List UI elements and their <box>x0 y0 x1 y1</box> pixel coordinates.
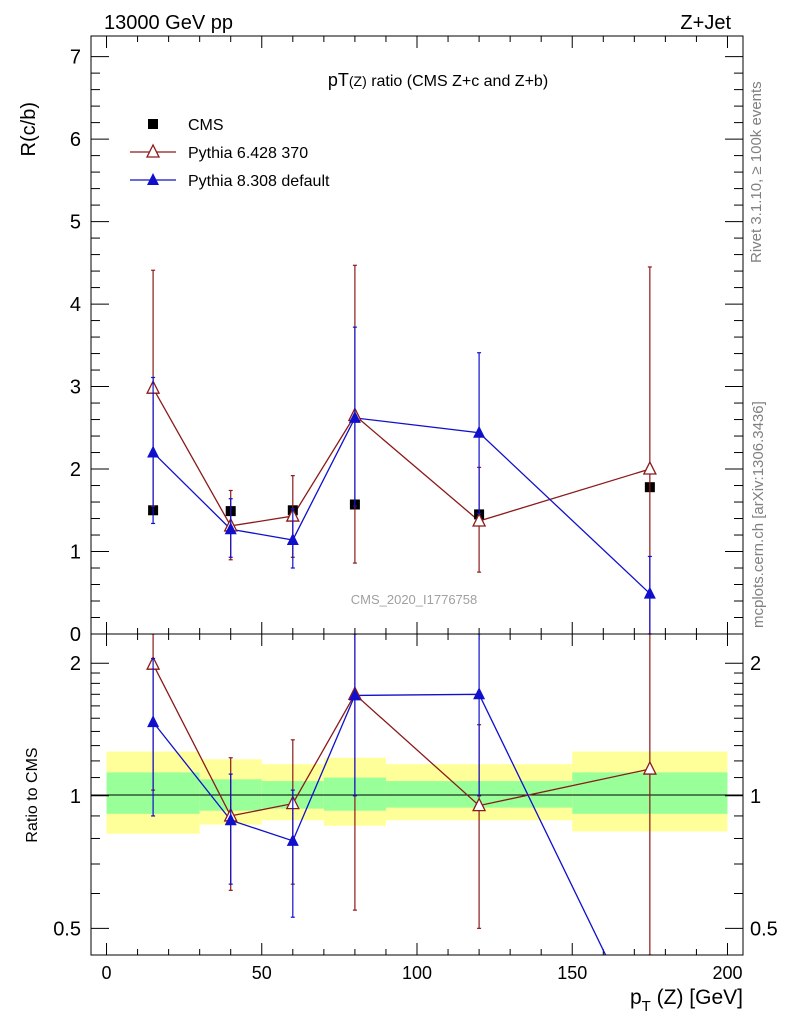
y-tick-label: 5 <box>70 212 81 234</box>
data-point-open-triangle <box>642 760 657 775</box>
ratio-y-tick-labels: 0.5 0.5 1 1 2 2 <box>53 653 778 940</box>
data-point-filled-triangle <box>147 715 160 728</box>
y-tick-label: 2 <box>70 653 81 675</box>
x-tick-label: 50 <box>252 963 272 983</box>
legend-entry: Pythia 6.428 370 <box>188 145 308 162</box>
y-tick-label-right: 2 <box>750 653 761 675</box>
data-point-open-triangle <box>145 143 161 158</box>
main-panel: 1 2 3 4 5 6 7 0 R(c/b) pT(Z) ratio (CMS Z+c and… <box>18 35 744 646</box>
data-point-open-triangle <box>642 460 657 475</box>
data-point-filled-triangle <box>147 173 159 185</box>
series-line <box>152 417 651 595</box>
data-point-filled-triangle <box>473 425 486 438</box>
main-y-axis-label: R(c/b) <box>18 102 40 156</box>
y-tick-label: 0.5 <box>53 918 81 940</box>
legend-entry: Pythia 8.308 default <box>188 173 330 190</box>
main-y-tick-labels: 1 2 3 4 5 6 7 0 <box>70 47 81 646</box>
data-point-filled-triangle <box>224 522 237 535</box>
main-axis-ticks <box>91 36 743 635</box>
data-point-filled-triangle <box>286 532 299 545</box>
y-tick-label: 2 <box>70 459 81 481</box>
x-axis-label: pT (Z) [GeV] <box>630 986 743 1015</box>
y-tick-label: 4 <box>70 294 81 316</box>
y-tick-label: 6 <box>70 129 81 151</box>
data-point-filled-triangle <box>348 688 361 701</box>
x-tick-label: 100 <box>402 963 432 983</box>
series-line <box>152 663 650 817</box>
y-tick-label-right: 1 <box>750 786 761 808</box>
mcplots-label: mcplots.cern.ch [arXiv:1306.3436] <box>750 401 767 628</box>
process-label: Z+Jet <box>680 12 731 34</box>
data-point-filled-triangle <box>286 833 299 846</box>
energy-label: 13000 GeV pp <box>104 12 233 34</box>
data-point-square <box>148 119 158 129</box>
x-tick-labels: 0 50 100 150 200 <box>102 963 743 983</box>
y-tick-label: 7 <box>70 47 81 69</box>
data-point-filled-triangle <box>643 586 656 599</box>
ratio-axis-ticks <box>91 634 743 955</box>
ratio-y-axis-label: Ratio to CMS <box>24 747 41 842</box>
x-tick-label: 0 <box>102 963 112 983</box>
y-tick-label: 1 <box>70 786 81 808</box>
main-data-layer <box>146 264 657 634</box>
y-tick-label: 3 <box>70 377 81 399</box>
data-point-filled-triangle <box>473 687 486 700</box>
series-line <box>152 387 651 527</box>
legend-entry: CMS <box>188 117 224 134</box>
data-point-filled-triangle <box>224 813 237 826</box>
ratio-uncertainty-bands <box>106 751 728 834</box>
series-line <box>152 693 607 955</box>
ratio-frame <box>90 633 744 956</box>
y-tick-label-right: 0.5 <box>750 918 778 940</box>
legend: CMS Pythia 6.428 370 Pythia 8.308 default <box>130 117 330 190</box>
y-tick-label: 0 <box>70 624 81 646</box>
x-tick-label: 200 <box>712 963 742 983</box>
ratio-data-layer <box>146 634 657 955</box>
rivet-label: Rivet 3.1.10, ≥ 100k events <box>748 81 765 263</box>
x-tick-label: 150 <box>557 963 587 983</box>
main-chart-title: pT(Z) ratio (CMS Z+c and Z+b) <box>328 70 548 90</box>
ratio-panel: 0.5 0.5 1 1 2 2 0 50 100 150 200 Ratio to CMS pT … <box>24 633 778 1015</box>
data-point-open-triangle <box>472 512 487 527</box>
data-point-filled-triangle <box>348 410 361 423</box>
analysis-watermark: CMS_2020_I1776758 <box>351 592 478 607</box>
y-tick-label: 1 <box>70 542 81 564</box>
data-point-open-triangle <box>472 797 487 812</box>
data-point-filled-triangle <box>147 445 160 458</box>
